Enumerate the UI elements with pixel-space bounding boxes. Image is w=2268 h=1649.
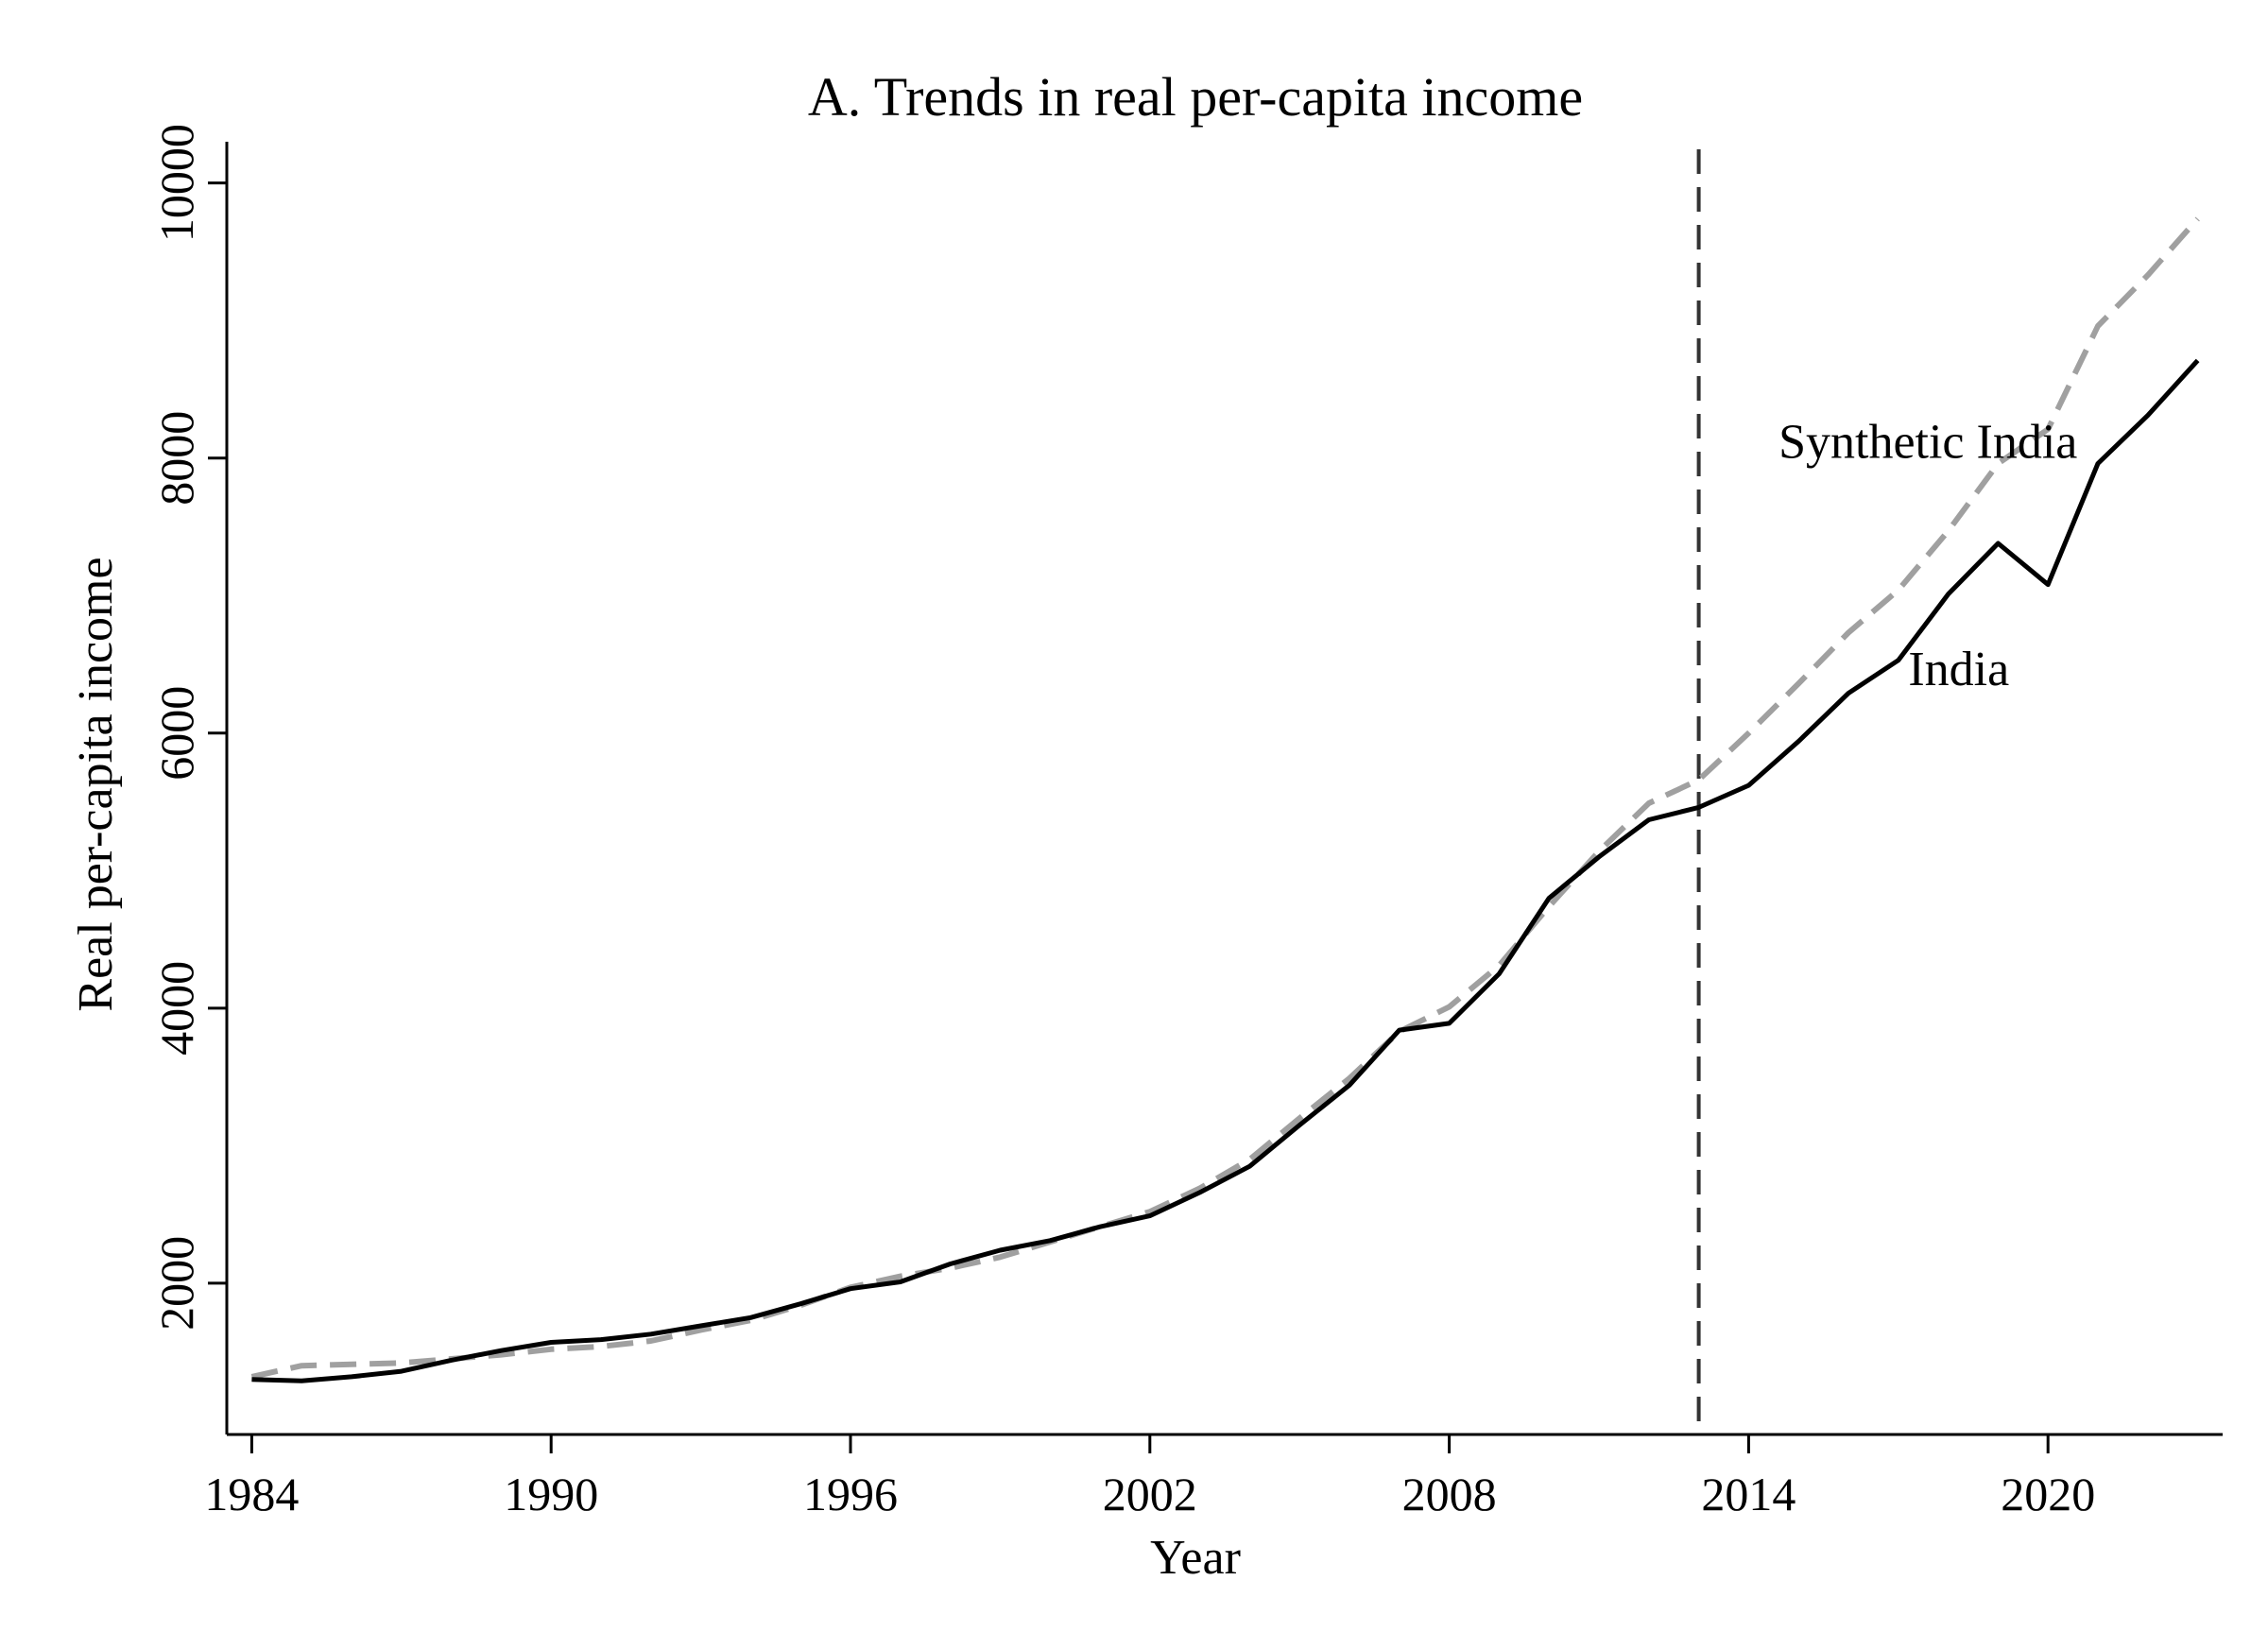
series-line-synthetic-india (250, 216, 2200, 1380)
x-tick-label-2014: 2014 (1701, 1468, 1796, 1520)
y-tick-label-8000: 8000 (150, 411, 203, 506)
x-tick-label-1990: 1990 (504, 1468, 598, 1520)
series-line-india (251, 358, 2200, 1383)
x-tick-label-2002: 2002 (1103, 1468, 1197, 1520)
series-label-synthetic-india: Synthetic India (1778, 416, 2077, 470)
chart-title: A. Trends in real per-capita income (808, 66, 1583, 128)
x-tick-label-2008: 2008 (1402, 1468, 1497, 1520)
x-tick-label-2020: 2020 (2001, 1468, 2095, 1520)
y-tick-label-10000: 10000 (150, 124, 203, 242)
y-tick-label-4000: 4000 (150, 961, 203, 1056)
y-axis-label: Real per-capita income (69, 557, 123, 1011)
x-axis-label: Year (1150, 1531, 1241, 1585)
y-tick-label-6000: 6000 (150, 686, 203, 781)
plot-area: 1984 1990 1996 2002 2008 2014 2020 2000 4000 6000… (150, 124, 2223, 1520)
x-tick-label-1996: 1996 (803, 1468, 898, 1520)
x-tick-label-1984: 1984 (204, 1468, 299, 1520)
y-tick-label-2000: 2000 (150, 1236, 203, 1331)
series-label-india: India (1908, 643, 2009, 696)
